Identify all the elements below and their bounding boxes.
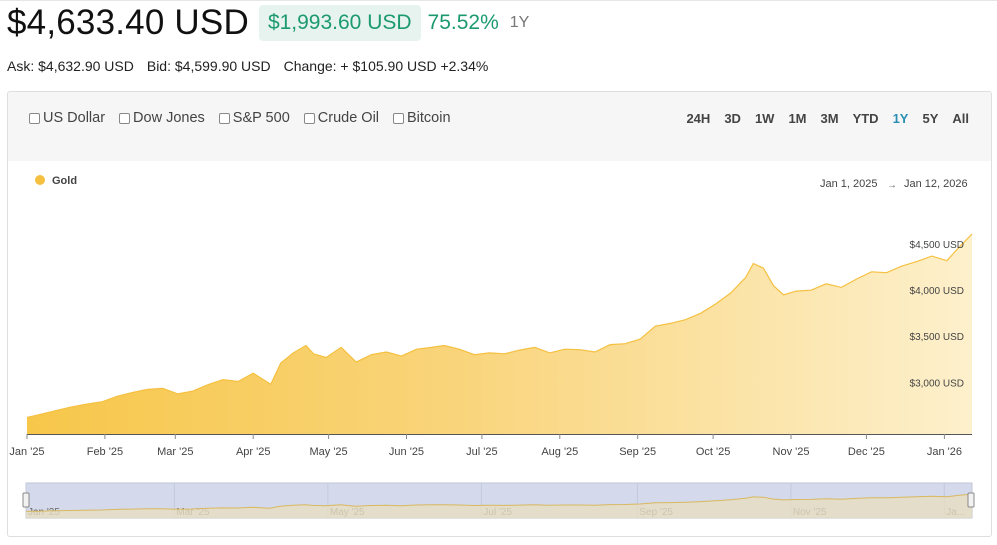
series-area-gold — [27, 234, 972, 434]
checkbox-icon[interactable] — [393, 112, 405, 124]
legend[interactable]: Gold — [35, 175, 77, 187]
checkbox-icon[interactable] — [218, 112, 230, 124]
price-change-percent: 75.52% — [427, 11, 499, 34]
compare-options: US Dollar Dow Jones S&P 500 Crude Oil Bi… — [29, 110, 451, 126]
quote-row: Ask: $4,632.90 USD Bid: $4,599.90 USD Ch… — [7, 58, 488, 74]
checkbox-icon[interactable] — [119, 112, 131, 124]
series-line-gold — [26, 233, 973, 418]
y-axis: $3,000 USD $3,500 USD $4,000 USD $4,500 USD — [910, 240, 964, 389]
range-1m[interactable]: 1M — [788, 111, 807, 126]
daily-change: Change: + $105.90 USD +2.34% — [283, 58, 489, 74]
top-divider — [0, 0, 997, 1]
navigator-left-handle[interactable] — [22, 492, 30, 508]
x-tick-label: Jun '25 — [389, 446, 424, 458]
x-tick-label: Mar '25 — [157, 446, 193, 458]
range-1y[interactable]: 1Y — [892, 111, 909, 126]
x-tick-label: Jan '25 — [9, 446, 44, 458]
checkbox-icon[interactable] — [303, 112, 315, 124]
price-header: $4,633.40 USD $1,993.60 USD 75.52% 1Y — [7, 2, 529, 44]
plot-area — [26, 233, 973, 434]
bid-price: Bid: $4,599.90 USD — [146, 58, 271, 74]
x-tick-label: Oct '25 — [696, 446, 731, 458]
range-selector: 24H 3D 1W 1M 3M YTD 1Y 5Y All — [679, 111, 976, 126]
compare-dow-jones[interactable]: Dow Jones — [119, 110, 205, 126]
range-5y[interactable]: 5Y — [922, 111, 939, 126]
range-1w[interactable]: 1W — [754, 111, 775, 126]
price-change-badge: $1,993.60 USD — [258, 5, 421, 41]
current-price: $4,633.40 USD — [7, 3, 249, 42]
date-range-from[interactable]: Jan 1, 2025 — [820, 178, 878, 190]
range-3m[interactable]: 3M — [820, 111, 839, 126]
date-range-display: Jan 1, 2025 → Jan 12, 2026 — [820, 178, 968, 191]
compare-sp500[interactable]: S&P 500 — [218, 110, 290, 126]
y-tick-label: $4,000 USD — [910, 286, 964, 297]
chart-toolbar: US Dollar Dow Jones S&P 500 Crude Oil Bi… — [8, 92, 991, 161]
x-tick-label: Sep '25 — [619, 446, 656, 458]
chart-panel: US Dollar Dow Jones S&P 500 Crude Oil Bi… — [7, 91, 992, 537]
x-tick-label: Feb '25 — [87, 446, 123, 458]
date-range-to[interactable]: Jan 12, 2026 — [904, 178, 968, 190]
ask-price: Ask: $4,632.90 USD — [7, 58, 134, 74]
x-tick-label: Nov '25 — [773, 446, 810, 458]
period-label: 1Y — [509, 14, 530, 31]
x-tick-label: Dec '25 — [848, 446, 885, 458]
x-tick-label: Jan '26 — [927, 446, 962, 458]
compare-us-dollar[interactable]: US Dollar — [29, 110, 105, 126]
range-3d[interactable]: 3D — [724, 111, 741, 126]
x-tick-label: Jul '25 — [466, 446, 497, 458]
x-axis: Jan '25 Feb '25 Mar '25 Apr '25 May '25 Jun '… — [9, 434, 972, 458]
legend-marker-icon — [35, 175, 45, 185]
navigator-line — [25, 493, 973, 512]
range-24h[interactable]: 24H — [686, 111, 711, 126]
x-tick-label: May '25 — [310, 446, 348, 458]
navigator-area — [26, 494, 972, 518]
y-tick-label: $3,500 USD — [910, 332, 964, 343]
y-tick-label: $4,500 USD — [910, 240, 964, 251]
y-tick-label: $3,000 USD — [910, 378, 964, 389]
range-all[interactable]: All — [952, 111, 969, 126]
checkbox-icon[interactable] — [29, 112, 40, 124]
date-range-arrow-icon: → — [887, 180, 897, 191]
navigator-right-handle[interactable] — [967, 492, 975, 508]
compare-crude-oil[interactable]: Crude Oil — [303, 110, 379, 126]
x-tick-label: Aug '25 — [541, 446, 578, 458]
x-tick-label: Apr '25 — [236, 446, 271, 458]
range-ytd[interactable]: YTD — [852, 111, 879, 126]
compare-bitcoin[interactable]: Bitcoin — [393, 110, 451, 126]
legend-label: Gold — [52, 175, 77, 187]
